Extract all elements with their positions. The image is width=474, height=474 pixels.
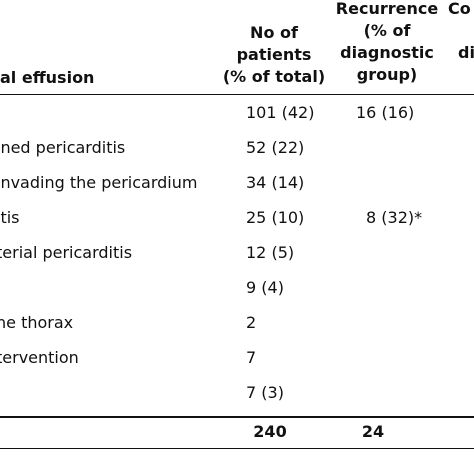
row-patients-value: 2 xyxy=(246,313,257,332)
row-label: tervention xyxy=(0,348,79,367)
row-label: terial pericarditis xyxy=(0,243,133,262)
partial-header-line-2: di xyxy=(458,43,474,62)
recurrence-header-line-1: Recurrence xyxy=(335,0,439,18)
row-label: ne thorax xyxy=(0,313,74,332)
row-patients-value: 101 (42) xyxy=(246,103,315,122)
patients-header-line-3: (% of total) xyxy=(222,67,326,86)
partial-header-line-1: Co xyxy=(448,0,471,18)
row-recurrence-value: 8 (32)* xyxy=(366,208,423,227)
recurrence-header-line-2: (% of xyxy=(363,21,411,40)
row-patients-value: 52 (22) xyxy=(246,138,305,157)
row-label: ined pericarditis xyxy=(0,138,126,157)
patients-header-line-2: patients xyxy=(236,45,312,64)
row-patients-value: 7 (3) xyxy=(246,383,284,402)
patients-column-header: No of patients (% of total) xyxy=(218,22,330,88)
totals-divider xyxy=(0,416,474,418)
bottom-divider xyxy=(0,448,474,449)
header-divider xyxy=(0,94,474,95)
recurrence-column-header: Recurrence (% of diagnostic group) xyxy=(330,0,444,86)
row-label: itis xyxy=(0,208,20,227)
row-label: invading the pericardium xyxy=(0,173,198,192)
patients-header-line-1: No of xyxy=(250,23,298,42)
row-patients-value: 9 (4) xyxy=(246,278,284,297)
recurrence-header-line-3: diagnostic xyxy=(340,43,434,62)
row-patients-value: 34 (14) xyxy=(246,173,305,192)
row-patients-value: 12 (5) xyxy=(246,243,295,262)
row-recurrence-value: 16 (16) xyxy=(356,103,415,122)
partial-column-header: Co di xyxy=(448,0,474,64)
total-patients: 240 xyxy=(253,422,287,441)
total-recurrence: 24 xyxy=(361,422,385,441)
row-patients-value: 25 (10) xyxy=(246,208,305,227)
row-label-header: al effusion xyxy=(0,68,95,87)
recurrence-header-line-4: group) xyxy=(356,65,418,84)
row-patients-value: 7 xyxy=(246,348,257,367)
